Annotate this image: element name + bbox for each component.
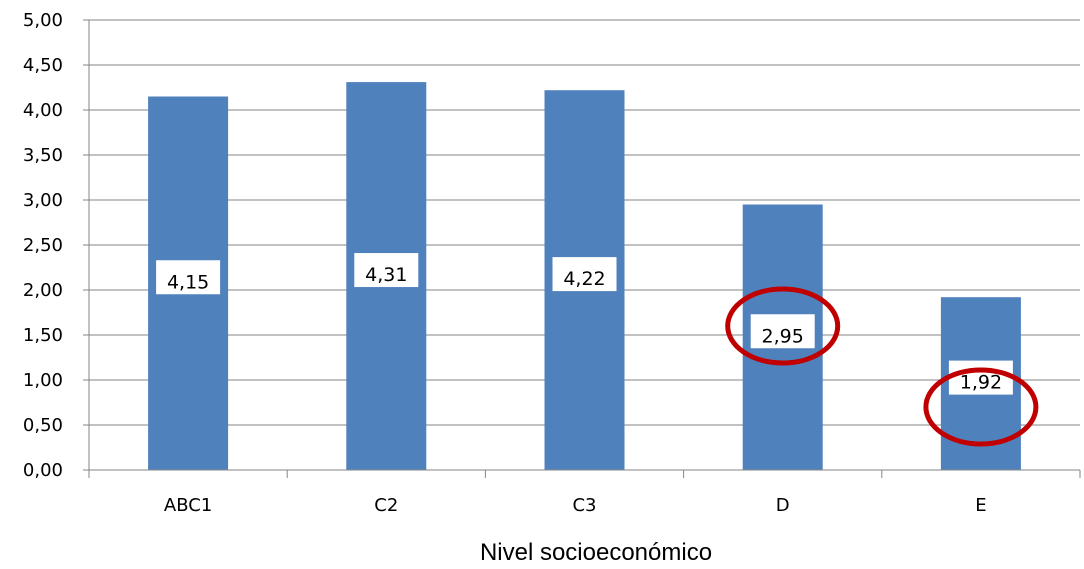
y-tick-label: 4,50 bbox=[23, 55, 63, 76]
x-tick-label: C2 bbox=[374, 495, 398, 516]
data-labels: 4,15 4,31 4,22 2,95 1,92 bbox=[156, 253, 1013, 395]
data-label: 2,95 bbox=[762, 325, 804, 347]
y-tick-label: 3,00 bbox=[23, 190, 63, 211]
data-label-box bbox=[552, 257, 617, 292]
data-label: 4,22 bbox=[563, 268, 605, 290]
y-axis-tick-labels: 0,00 0,50 1,00 1,50 2,00 2,50 3,00 3,50 4,00 4,50… bbox=[23, 10, 89, 481]
y-tick-label: 4,00 bbox=[23, 100, 63, 121]
highlight-circle-e bbox=[923, 367, 1039, 447]
x-axis-tick-labels: ABC1 C2 C3 D E bbox=[164, 495, 987, 516]
x-tick-label: E bbox=[975, 495, 986, 516]
highlight-circles bbox=[725, 286, 1039, 447]
data-label-box bbox=[354, 253, 419, 288]
data-label: 4,15 bbox=[167, 271, 209, 293]
y-tick-label: 0,50 bbox=[23, 415, 63, 436]
data-label-box bbox=[750, 314, 815, 349]
data-label: 1,92 bbox=[960, 372, 1002, 394]
x-tick-label: ABC1 bbox=[164, 495, 212, 516]
axes bbox=[88, 20, 1081, 478]
data-label: 4,31 bbox=[365, 264, 407, 286]
data-label-box bbox=[948, 360, 1013, 395]
x-tick-label: C3 bbox=[572, 495, 596, 516]
highlight-circle-d bbox=[725, 286, 841, 366]
y-tick-label: 3,50 bbox=[23, 145, 63, 166]
data-label-box bbox=[156, 260, 221, 295]
y-tick-label: 0,00 bbox=[23, 460, 63, 481]
y-tick-label: 5,00 bbox=[23, 10, 63, 31]
x-tick-label: D bbox=[776, 495, 790, 516]
y-tick-label: 1,00 bbox=[23, 370, 63, 391]
x-axis-title: Nivel socioeconómico bbox=[480, 539, 712, 566]
y-tick-label: 2,00 bbox=[23, 280, 63, 301]
y-tick-label: 2,50 bbox=[23, 235, 63, 256]
y-tick-label: 1,50 bbox=[23, 325, 63, 346]
